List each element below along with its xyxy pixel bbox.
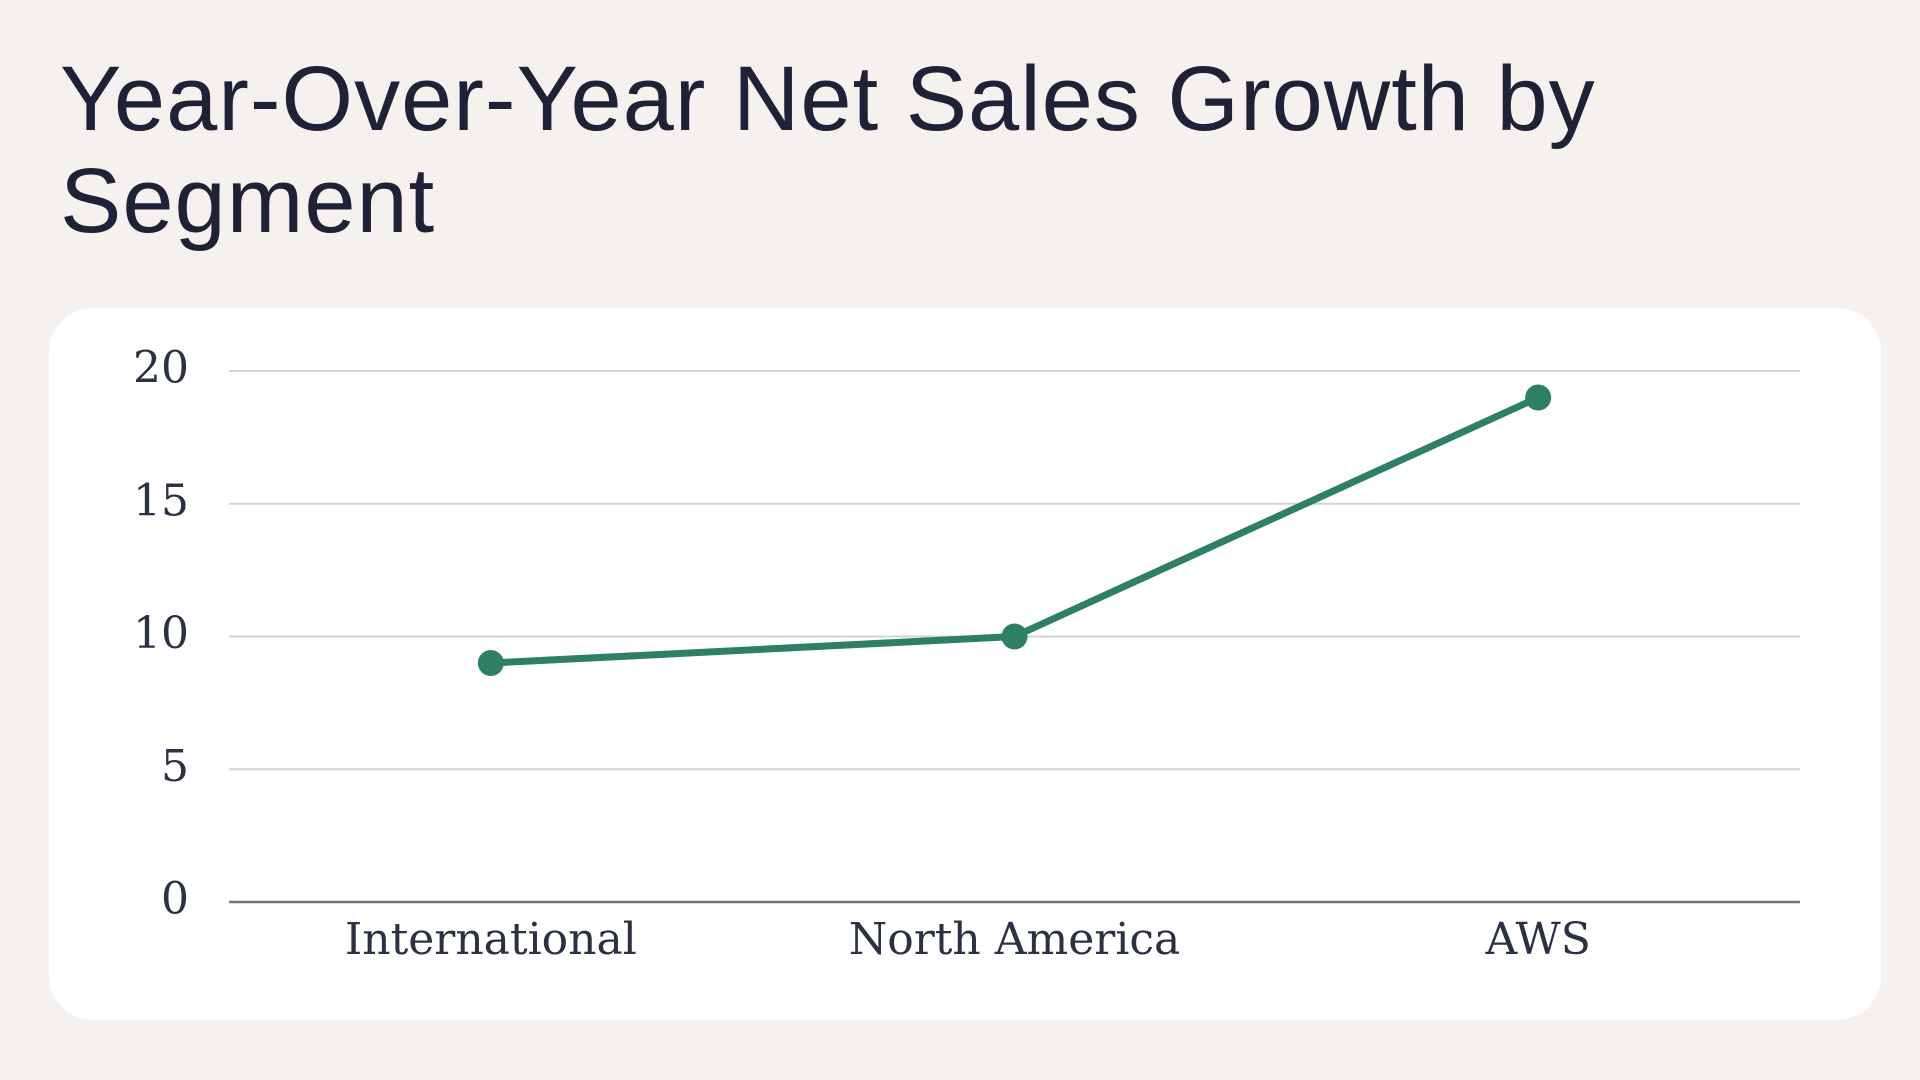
x-axis-ticks: International North America AWS bbox=[345, 914, 1591, 965]
y-tick-label: 20 bbox=[133, 343, 189, 394]
data-point bbox=[1001, 623, 1028, 650]
series-line bbox=[487, 394, 1542, 667]
y-tick-label: 15 bbox=[133, 475, 189, 526]
y-tick-label: 10 bbox=[133, 608, 189, 659]
data-point bbox=[1525, 384, 1552, 411]
y-tick-label: 0 bbox=[161, 874, 189, 925]
data-point bbox=[477, 650, 504, 677]
gridlines bbox=[229, 370, 1800, 771]
y-axis-ticks: 0 5 10 15 20 bbox=[133, 343, 189, 925]
page-title: Year-Over-Year Net Sales Growth by Segme… bbox=[60, 48, 1596, 252]
x-tick-label: International bbox=[345, 914, 637, 965]
chart-card: 0 5 10 15 20 International North America AWS bbox=[49, 308, 1881, 1020]
x-tick-label: AWS bbox=[1484, 914, 1590, 965]
line-chart: 0 5 10 15 20 International North America AWS bbox=[133, 343, 1800, 965]
y-tick-label: 5 bbox=[161, 741, 189, 792]
x-tick-label: North America bbox=[849, 914, 1181, 965]
series-layer bbox=[477, 384, 1552, 677]
